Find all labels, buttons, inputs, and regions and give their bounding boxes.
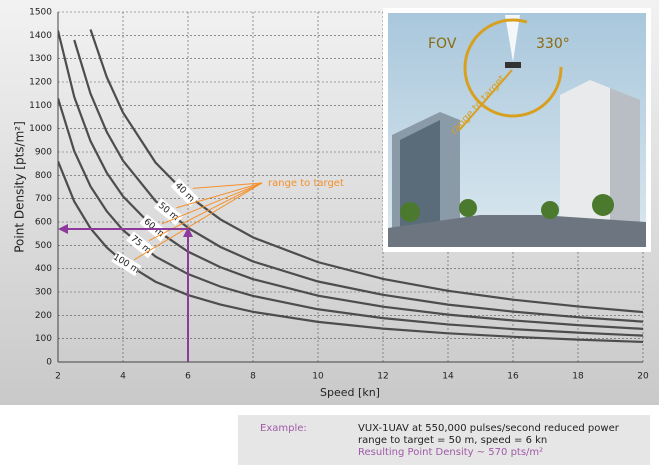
grid: 0 100 200 300 400 500 600 700 800 900 1000 1100 1200… bbox=[29, 8, 649, 382]
y-tick-label: 300 bbox=[35, 288, 52, 298]
fov-arc bbox=[463, 18, 563, 118]
example-result: Resulting Point Density ~ 570 pts/m² bbox=[358, 447, 543, 458]
x-tick-label: 8 bbox=[250, 372, 256, 382]
curve bbox=[58, 30, 643, 330]
annotation-line bbox=[192, 182, 263, 189]
y-tick-label: 800 bbox=[35, 171, 52, 181]
example-line: VUX-1UAV at 550,000 pulses/second reduce… bbox=[358, 423, 620, 434]
y-tick-label: 700 bbox=[35, 194, 52, 204]
curve-label-background bbox=[170, 178, 199, 207]
y-tick-label: 400 bbox=[35, 264, 52, 274]
x-tick-label: 12 bbox=[377, 372, 388, 382]
x-tick-label: 14 bbox=[442, 372, 454, 382]
x-tick-label: 16 bbox=[507, 372, 519, 382]
x-tick-label: 4 bbox=[120, 372, 126, 382]
y-tick-label: 100 bbox=[35, 334, 52, 344]
tree bbox=[592, 194, 614, 216]
tree bbox=[400, 202, 420, 222]
highlight-arrowhead bbox=[183, 227, 193, 237]
example-background bbox=[238, 415, 650, 465]
x-tick-label: 20 bbox=[637, 372, 649, 382]
curve bbox=[58, 98, 643, 337]
fov-beam bbox=[505, 15, 520, 62]
tree bbox=[541, 201, 559, 219]
example-line: range to target = 50 m, speed = 6 kn bbox=[358, 435, 547, 446]
annotation-line bbox=[176, 182, 263, 209]
example-label: Example: bbox=[260, 423, 307, 434]
curve bbox=[89, 29, 643, 314]
highlight-arrowhead bbox=[58, 224, 68, 234]
annotation-line bbox=[148, 182, 263, 242]
y-tick-label: 1400 bbox=[29, 31, 52, 41]
annotation-line bbox=[161, 182, 263, 225]
y-tick-label: 600 bbox=[35, 218, 52, 228]
x-tick-label: 6 bbox=[185, 372, 191, 382]
y-axis-title: Point Density [pts/m²] bbox=[13, 121, 27, 253]
inset-angle: 330° bbox=[536, 36, 570, 52]
x-tick-label: 10 bbox=[312, 372, 324, 382]
y-tick-label: 1500 bbox=[29, 8, 52, 18]
drone bbox=[505, 62, 521, 68]
x-axis-title: Speed [kn] bbox=[320, 386, 380, 399]
y-tick-label: 1200 bbox=[29, 78, 52, 88]
y-tick-label: 1300 bbox=[29, 54, 52, 64]
curve bbox=[58, 160, 643, 344]
inset-photo: FOV 330° range to target bbox=[383, 8, 651, 252]
curve-label-background bbox=[111, 251, 142, 277]
x-tick-label: 2 bbox=[55, 372, 61, 382]
y-tick-label: 0 bbox=[46, 358, 52, 368]
building bbox=[610, 88, 640, 225]
curve bbox=[73, 39, 643, 323]
tree bbox=[459, 199, 477, 217]
y-tick-label: 900 bbox=[35, 148, 52, 158]
x-tick-label: 18 bbox=[572, 372, 584, 382]
example-box: Example: VUX-1UAV at 550,000 pulses/seco… bbox=[238, 415, 650, 465]
inset-fov: FOV bbox=[428, 36, 457, 52]
road bbox=[388, 215, 646, 247]
building bbox=[560, 80, 610, 225]
range-line bbox=[454, 69, 513, 136]
annotation-line bbox=[133, 182, 263, 261]
y-tick-label: 1000 bbox=[29, 124, 52, 134]
y-tick-label: 200 bbox=[35, 311, 52, 321]
annotation: range to target bbox=[268, 178, 344, 189]
y-tick-label: 1100 bbox=[29, 101, 52, 111]
y-tick-label: 500 bbox=[35, 241, 52, 251]
